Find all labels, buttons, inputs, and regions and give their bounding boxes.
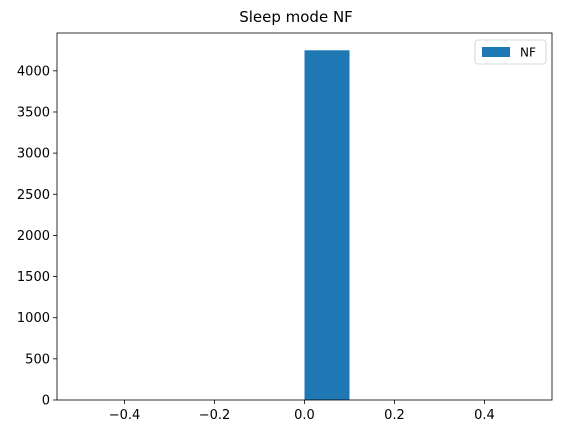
legend: NF bbox=[474, 39, 547, 65]
y-tick-label: 3500 bbox=[17, 105, 50, 120]
axes: −0.4 −0.2 0.0 0.2 0.4 0 500 1000 1500 2000 2500 300… bbox=[17, 32, 553, 423]
y-tick-label: 2500 bbox=[17, 188, 50, 203]
y-tick-label: 0 bbox=[42, 394, 50, 409]
y-tick-label: 2000 bbox=[17, 229, 50, 244]
legend-label-0: NF bbox=[520, 46, 536, 60]
plot-area bbox=[304, 50, 350, 400]
x-tick-label: −0.4 bbox=[109, 408, 141, 423]
legend-swatch-0 bbox=[482, 47, 510, 57]
bar-0-0 bbox=[304, 50, 350, 400]
x-tick-label: 0.4 bbox=[474, 408, 495, 423]
x-tick-label: 0.0 bbox=[294, 408, 315, 423]
x-tick-label: −0.2 bbox=[199, 408, 231, 423]
legend-box bbox=[474, 39, 547, 65]
y-tick-label: 4000 bbox=[17, 64, 50, 79]
y-tick-label: 1500 bbox=[17, 270, 50, 285]
y-tick-label: 3000 bbox=[17, 147, 50, 162]
chart-title: Sleep mode NF bbox=[239, 8, 353, 26]
y-tick-label: 1000 bbox=[17, 311, 50, 326]
x-tick-label: 0.2 bbox=[384, 408, 405, 423]
y-tick-label: 500 bbox=[25, 352, 50, 367]
